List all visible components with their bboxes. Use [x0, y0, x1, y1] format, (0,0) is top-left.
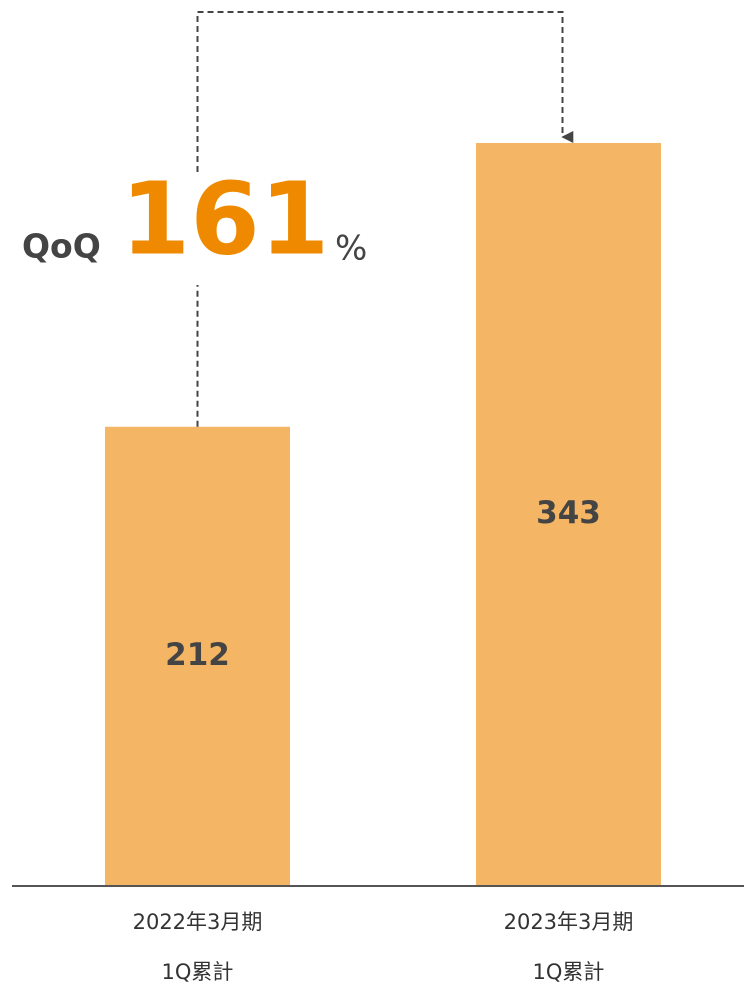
annotation-prefix: QoQ — [22, 227, 101, 266]
annotation-value: 161 — [121, 160, 330, 277]
value-label: 212 — [165, 637, 230, 673]
annotation-suffix: % — [335, 229, 367, 269]
x-tick-label: 2023年3月期 1Q累計 — [503, 910, 634, 984]
value-label: 343 — [536, 495, 601, 531]
bar — [105, 426, 290, 886]
connector — [196, 11, 574, 172]
bar — [476, 143, 661, 886]
x-tick-label: 2022年3月期 1Q累計 — [132, 910, 263, 984]
